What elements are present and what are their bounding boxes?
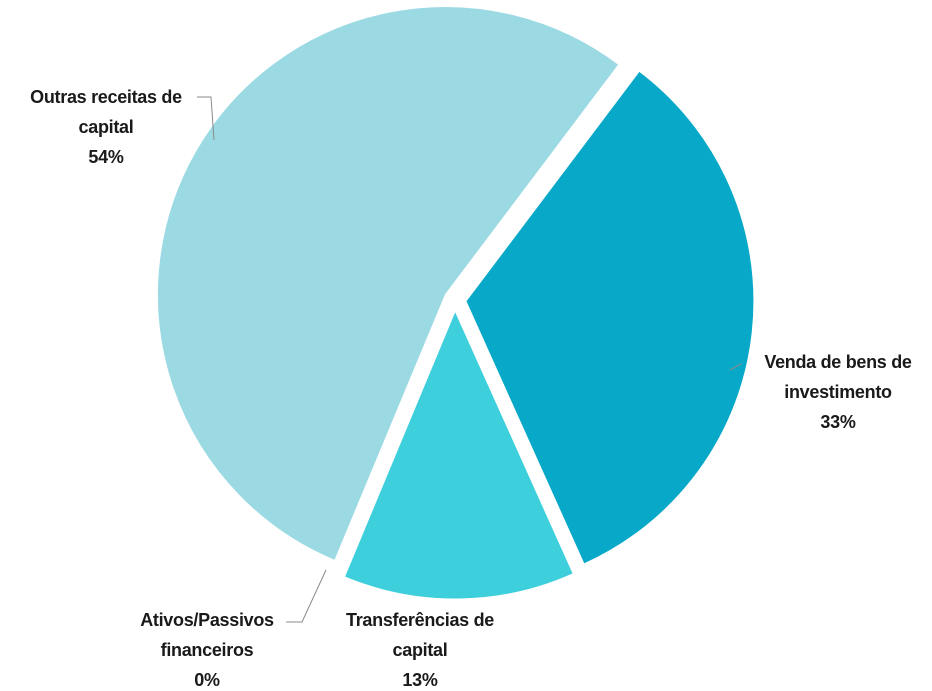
slice-label: Ativos/Passivos financeiros [140,610,274,660]
slice-label: Transferências de capital [346,610,494,660]
pie-slice [465,70,755,565]
pie-slice [156,6,620,562]
leader-line [197,96,215,141]
pie-slice [339,309,452,577]
leader-line [286,569,327,623]
slice-value-label: 13% [402,670,438,690]
slice-value-label: 33% [820,412,856,432]
slice-label: Outras receitas de capital [30,87,182,137]
slice-label: Venda de bens de investimento [764,352,912,402]
slice-value-label: 0% [194,670,220,690]
pie-slice [343,309,574,600]
slice-value-label: 54% [88,147,124,167]
leader-line [729,363,742,371]
